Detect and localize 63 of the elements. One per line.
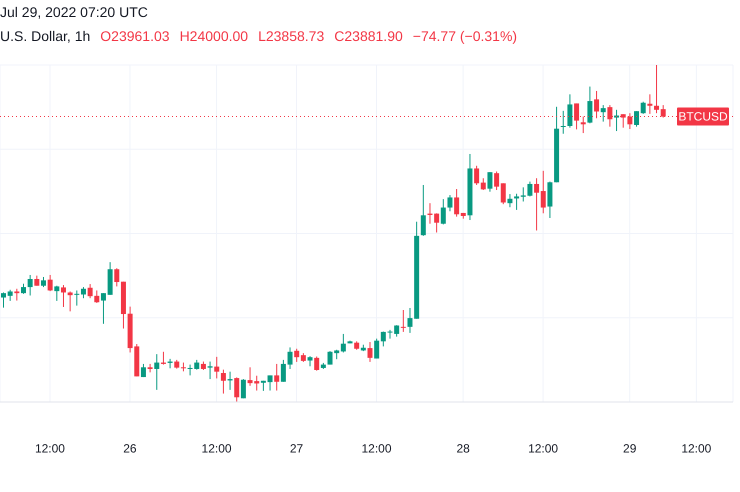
candlestick <box>480 178 486 191</box>
x-tick-label: 12:00 <box>361 442 392 456</box>
candlestick <box>400 310 406 332</box>
candlestick <box>28 274 33 296</box>
candlestick <box>447 194 452 212</box>
x-tick-label: 12:00 <box>528 442 558 456</box>
candlestick <box>94 290 100 304</box>
candlestick <box>540 170 546 214</box>
text: O23961.03 <box>100 28 170 44</box>
candlestick <box>454 188 460 218</box>
candlestick <box>294 348 300 362</box>
x-tick-label: 12:00 <box>202 442 232 456</box>
candlestick <box>560 110 566 134</box>
candlestick <box>154 354 160 390</box>
candlestick <box>500 182 506 205</box>
candlestick <box>420 184 426 236</box>
text: H24000.00 <box>180 28 248 44</box>
x-tick-label: 12:00 <box>681 442 712 456</box>
x-tick-label: 27 <box>290 442 304 456</box>
candlestick <box>228 371 233 390</box>
candlestick <box>54 285 60 302</box>
candlestick <box>534 178 540 231</box>
candlestick <box>20 283 26 294</box>
candlestick <box>234 376 240 402</box>
x-tick-label: 29 <box>623 442 637 456</box>
candlestick <box>440 198 446 225</box>
candlestick <box>374 338 380 360</box>
candlestick <box>48 274 53 292</box>
x-tick-label: 28 <box>456 442 470 456</box>
candlestick <box>340 333 346 353</box>
x-tick-label: 26 <box>123 442 137 456</box>
text: L23858.73 <box>258 28 324 44</box>
candlestick <box>168 358 173 369</box>
candlestick <box>68 290 73 312</box>
candlestick <box>240 378 246 399</box>
chart-subtitle: U.S. Dollar, 1h <box>0 28 90 44</box>
candlestick <box>614 109 620 132</box>
candlestick <box>487 172 492 192</box>
candlestick <box>494 170 500 191</box>
candlestick <box>507 194 512 208</box>
candlestick <box>647 94 652 114</box>
candlestick <box>214 356 220 379</box>
text: −74.77 (−0.31%) <box>412 28 518 44</box>
candlestick <box>600 104 606 122</box>
candlestick <box>274 363 280 392</box>
candlestick <box>220 369 226 394</box>
candlestick <box>567 94 572 128</box>
candlestick <box>60 284 66 308</box>
candlestick <box>587 86 592 124</box>
candlestick <box>474 165 480 186</box>
candlestick <box>140 363 146 378</box>
candlestick <box>314 356 320 372</box>
text: C23881.90 <box>334 28 403 44</box>
x-tick-label: 12:00 <box>34 442 66 456</box>
candlestick <box>88 284 93 299</box>
candlestick <box>368 342 372 362</box>
candlestick <box>160 351 166 366</box>
ref-line-label: BTCUSD <box>678 110 728 124</box>
candlestick <box>180 362 186 372</box>
chart-title: Jul 29, 2022 07:20 UTC <box>0 4 148 20</box>
candlestick <box>40 276 46 288</box>
candlestick <box>308 356 313 367</box>
candlestick <box>514 193 520 210</box>
